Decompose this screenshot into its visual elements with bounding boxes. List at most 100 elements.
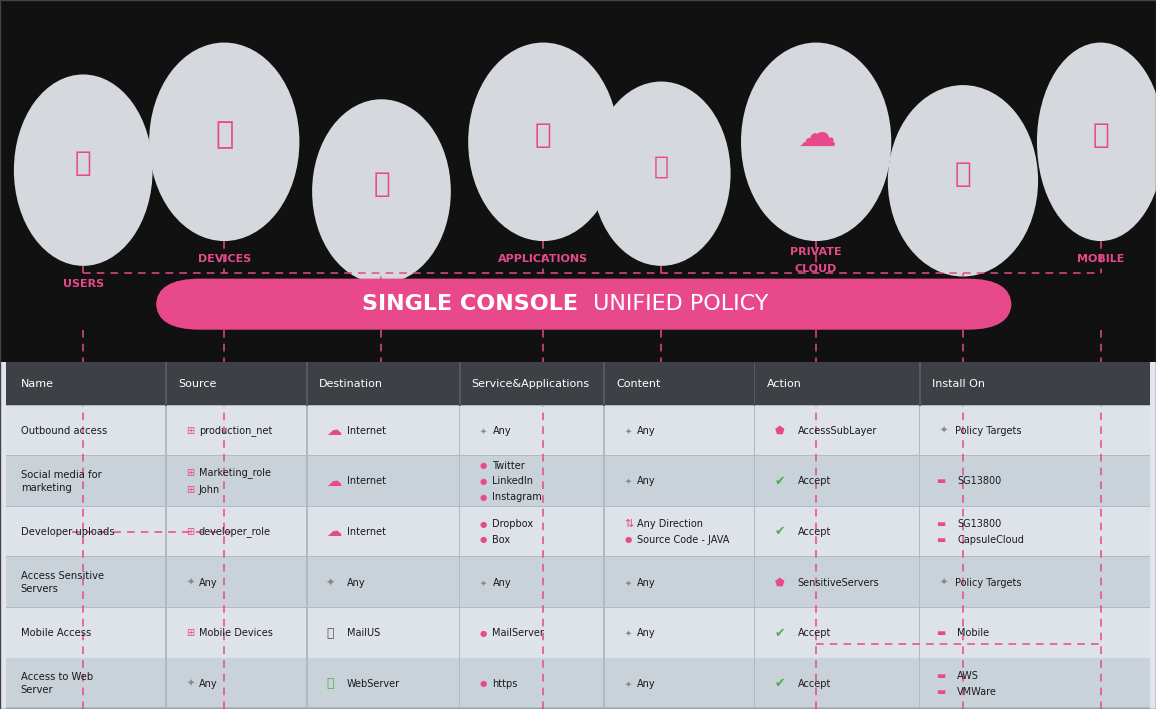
Bar xyxy=(165,456,166,507)
Text: Access to Web
Server: Access to Web Server xyxy=(21,672,92,696)
Bar xyxy=(754,608,755,659)
Bar xyxy=(919,659,920,709)
Bar xyxy=(165,608,166,659)
Bar xyxy=(0,362,1156,709)
Bar xyxy=(6,659,1150,709)
Text: Mobile: Mobile xyxy=(957,628,990,638)
Text: Instagram: Instagram xyxy=(492,492,542,502)
Bar xyxy=(165,406,166,456)
Bar xyxy=(165,659,166,709)
Text: ☁: ☁ xyxy=(326,423,341,438)
Text: ✦: ✦ xyxy=(624,578,631,587)
Text: PRIVATE: PRIVATE xyxy=(791,247,842,257)
Text: ▬: ▬ xyxy=(936,519,946,529)
Bar xyxy=(6,657,1150,659)
Bar xyxy=(754,507,755,557)
Text: Outbound access: Outbound access xyxy=(21,426,108,436)
Text: Any: Any xyxy=(637,426,655,436)
Text: Any: Any xyxy=(492,426,511,436)
Text: ▬: ▬ xyxy=(936,535,946,545)
Bar xyxy=(6,405,1150,406)
Text: ✦: ✦ xyxy=(624,477,631,486)
Text: ●: ● xyxy=(480,462,487,470)
Text: ▬: ▬ xyxy=(936,686,946,696)
Text: production_net: production_net xyxy=(199,425,272,436)
Text: 🖥: 🖥 xyxy=(535,121,551,149)
Text: AccessSubLayer: AccessSubLayer xyxy=(798,426,877,436)
Ellipse shape xyxy=(1037,43,1156,241)
Text: CapsuleCloud: CapsuleCloud xyxy=(957,535,1024,545)
Text: developer_role: developer_role xyxy=(199,527,271,537)
Bar xyxy=(919,406,920,456)
Text: ✔: ✔ xyxy=(775,525,785,539)
Text: Dropbox: Dropbox xyxy=(492,519,534,529)
Text: SG13800: SG13800 xyxy=(957,519,1001,529)
Bar xyxy=(6,455,1150,456)
Bar xyxy=(6,456,1150,507)
Bar xyxy=(6,707,1150,709)
Bar xyxy=(919,456,920,507)
Bar xyxy=(754,456,755,507)
Ellipse shape xyxy=(312,99,451,284)
Text: Any: Any xyxy=(637,476,655,486)
Bar xyxy=(603,406,605,456)
Text: ●: ● xyxy=(480,535,487,545)
Text: DEVICES: DEVICES xyxy=(198,254,251,264)
Text: Mobile Devices: Mobile Devices xyxy=(199,628,273,638)
Bar xyxy=(165,362,168,406)
Text: SINGLE CONSOLE: SINGLE CONSOLE xyxy=(362,294,578,314)
Bar xyxy=(459,362,460,406)
Text: ☁: ☁ xyxy=(326,474,341,489)
Text: Any: Any xyxy=(637,679,655,688)
Bar xyxy=(306,507,307,557)
Text: ✦: ✦ xyxy=(186,679,194,688)
Text: John: John xyxy=(199,485,220,495)
Text: ⇅: ⇅ xyxy=(624,519,633,529)
Bar xyxy=(754,406,755,456)
Bar xyxy=(459,557,460,608)
Text: Internet: Internet xyxy=(347,426,386,436)
Text: MailServer: MailServer xyxy=(492,628,544,638)
Text: Service&Applications: Service&Applications xyxy=(472,379,590,389)
Text: ●: ● xyxy=(480,629,487,637)
Text: Any Direction: Any Direction xyxy=(637,519,703,529)
Text: ●: ● xyxy=(480,493,487,501)
Bar xyxy=(919,507,920,557)
Bar xyxy=(603,456,605,507)
Text: ⊞: ⊞ xyxy=(186,628,194,638)
Text: CLOUD: CLOUD xyxy=(795,264,837,274)
Bar xyxy=(919,362,920,406)
Text: ✦: ✦ xyxy=(186,578,194,588)
Text: Install On: Install On xyxy=(932,379,985,389)
Text: Accept: Accept xyxy=(798,679,831,688)
Text: ▬: ▬ xyxy=(936,476,946,486)
Bar xyxy=(919,557,920,608)
Bar xyxy=(754,659,755,709)
Ellipse shape xyxy=(741,43,891,241)
Text: Mobile Access: Mobile Access xyxy=(21,628,91,638)
Text: ●: ● xyxy=(624,535,631,545)
Text: 🖵: 🖵 xyxy=(326,627,333,640)
Text: Destination: Destination xyxy=(319,379,383,389)
Text: ⊞: ⊞ xyxy=(186,485,194,495)
Bar xyxy=(603,608,605,659)
Text: GATEWAYS: GATEWAYS xyxy=(628,279,695,289)
Text: 📱: 📱 xyxy=(1092,121,1109,149)
Text: Policy Targets: Policy Targets xyxy=(955,426,1022,436)
Bar xyxy=(459,507,460,557)
Text: 👤: 👤 xyxy=(75,149,91,177)
Text: ✔: ✔ xyxy=(775,475,785,488)
Text: Any: Any xyxy=(347,578,365,588)
Bar xyxy=(919,608,920,659)
Bar xyxy=(459,456,460,507)
Text: SG13800: SG13800 xyxy=(957,476,1001,486)
Bar xyxy=(6,362,1150,406)
Bar xyxy=(6,557,1150,608)
Bar xyxy=(6,406,1150,456)
Bar xyxy=(165,507,166,557)
FancyBboxPatch shape xyxy=(156,279,1012,330)
Text: CONTENT: CONTENT xyxy=(351,296,412,306)
Text: ⬟: ⬟ xyxy=(775,578,784,588)
Text: ✦: ✦ xyxy=(326,578,335,588)
Text: LinkedIn: LinkedIn xyxy=(492,476,533,486)
